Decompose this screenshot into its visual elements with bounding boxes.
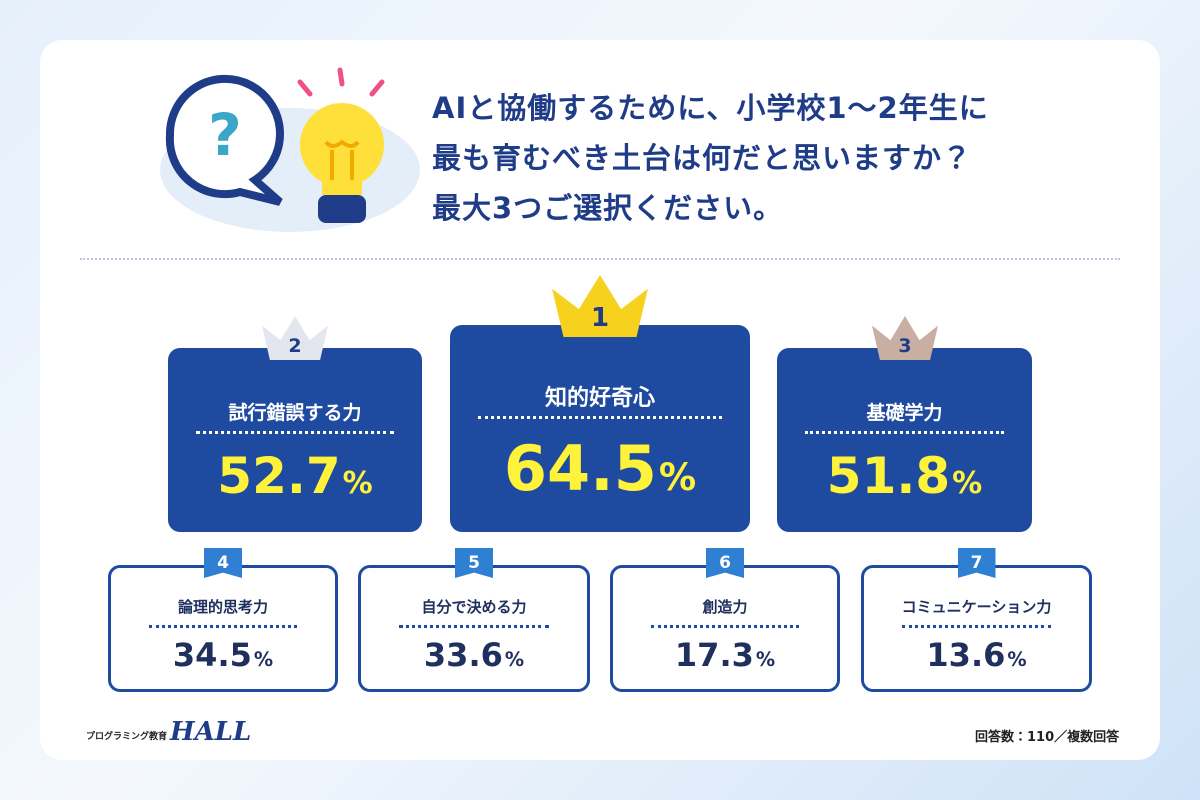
value-number: 52.7 (217, 447, 341, 505)
value-unit: % (504, 648, 525, 671)
item-value: 34.5% (111, 636, 335, 674)
rank-card-small: 自分で決める力 33.6% (358, 565, 590, 692)
title-line: AIと協働するために、小学校1〜2年生に (432, 91, 989, 125)
rank-card: 基礎学力 51.8% (777, 348, 1032, 532)
illustration: ? (160, 67, 420, 232)
crown: 1 (552, 275, 648, 337)
item-value: 17.3% (613, 636, 837, 674)
value-number: 13.6 (926, 636, 1006, 674)
item-label: 基礎学力 (866, 402, 943, 424)
separator (196, 431, 394, 434)
value-unit: % (755, 648, 776, 671)
value-unit: % (1007, 648, 1027, 671)
value-number: 64.5 (503, 432, 657, 505)
item-label: 自分で決める力 (421, 598, 527, 616)
rank-card-small: 創造力 17.3% (610, 565, 840, 692)
item-value: 64.5% (450, 432, 750, 505)
item-value: 51.8% (777, 447, 1032, 505)
separator (902, 625, 1051, 628)
value-number: 17.3 (674, 636, 754, 674)
svg-text:?: ? (208, 101, 242, 169)
value-number: 34.5 (172, 636, 252, 674)
crown: 3 (871, 316, 938, 360)
value-number: 33.6 (423, 636, 503, 674)
separator (805, 431, 1004, 434)
separator (478, 416, 722, 419)
item-label: 創造力 (702, 598, 748, 616)
rank-card-small: コミュニケーション力 13.6% (861, 565, 1092, 692)
value-unit: % (658, 455, 697, 499)
rank-number: 1 (591, 303, 609, 333)
value-unit: % (342, 466, 373, 501)
rank-card: 知的好奇心 64.5% (450, 325, 750, 532)
value-unit: % (952, 466, 983, 501)
rank-number: 3 (898, 335, 911, 357)
item-label: 知的好奇心 (544, 386, 655, 411)
item-label: 論理的思考力 (177, 598, 268, 616)
divider (80, 258, 1120, 260)
crown: 2 (262, 316, 328, 360)
brand-caption: プログラミング教育 (86, 732, 168, 742)
item-value: 13.6% (864, 636, 1089, 674)
separator (399, 625, 549, 628)
item-label: 試行錯誤する力 (228, 402, 362, 424)
item-value: 33.6% (361, 636, 587, 674)
value-unit: % (253, 648, 274, 671)
value-number: 51.8 (826, 447, 951, 505)
rank-card: 試行錯誤する力 52.7% (168, 348, 422, 532)
rank-card-small: 論理的思考力 34.5% (108, 565, 338, 692)
separator (651, 625, 799, 628)
separator (149, 625, 297, 628)
item-value: 52.7% (168, 447, 422, 505)
response-note: 回答数：110／複数回答 (975, 730, 1120, 745)
item-label: コミュニケーション力 (901, 598, 1052, 616)
title-line: 最も育むべき土台は何だと思いますか？ (432, 141, 973, 175)
rank-number: 2 (288, 335, 301, 357)
brand-logo: HALL (170, 717, 252, 747)
title-line: 最大3つご選択ください。 (432, 191, 784, 225)
